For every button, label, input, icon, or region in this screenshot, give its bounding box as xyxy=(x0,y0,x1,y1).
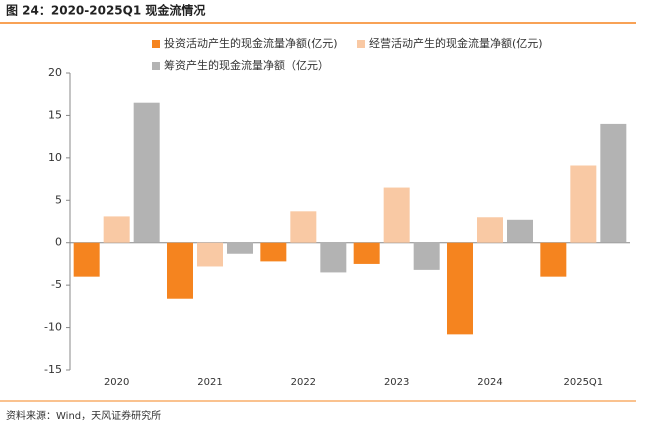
bar xyxy=(540,242,567,277)
x-tick-label: 2021 xyxy=(197,377,222,388)
legend-swatch xyxy=(357,40,365,48)
legend-swatch xyxy=(152,62,160,70)
legend-label: 经营活动产生的现金流量净额(亿元) xyxy=(369,36,543,50)
y-tick-label: -5 xyxy=(51,278,62,291)
bar xyxy=(73,242,100,277)
source: 资料来源：Wind，天风证券研究所 xyxy=(6,409,161,422)
bar xyxy=(320,242,347,273)
bar xyxy=(413,242,440,270)
bar xyxy=(600,123,627,243)
bar xyxy=(507,219,533,243)
y-tick-label: -15 xyxy=(44,363,62,376)
x-tick-label: 2022 xyxy=(291,377,316,388)
bar xyxy=(290,211,317,243)
bar xyxy=(260,242,287,262)
legend-swatch xyxy=(152,40,160,48)
bar xyxy=(447,242,473,335)
y-tick-label: 15 xyxy=(48,108,62,121)
bar xyxy=(133,102,160,243)
legend-label: 投资活动产生的现金流量净额(亿元) xyxy=(164,36,338,50)
x-tick-label: 2025Q1 xyxy=(563,377,603,388)
bar xyxy=(383,187,410,243)
bar xyxy=(353,242,380,264)
x-tick-label: 2020 xyxy=(104,377,129,388)
bar xyxy=(477,217,503,243)
y-tick-label: 20 xyxy=(48,66,62,79)
y-tick-label: 0 xyxy=(55,236,62,249)
legend-label: 筹资产生的现金流量净额（亿元） xyxy=(164,58,329,72)
x-tick-label: 2023 xyxy=(384,377,409,388)
x-tick-label: 2024 xyxy=(477,377,502,388)
y-tick-label: -10 xyxy=(44,321,62,334)
bar xyxy=(570,165,597,243)
bar xyxy=(197,242,223,267)
y-tick-label: 10 xyxy=(48,151,62,164)
bar xyxy=(167,242,193,299)
y-tick-label: 5 xyxy=(55,193,62,206)
bar xyxy=(103,216,130,243)
bar xyxy=(227,242,253,254)
figure-title: 图 24：2020-2025Q1 现金流情况 xyxy=(6,3,205,18)
